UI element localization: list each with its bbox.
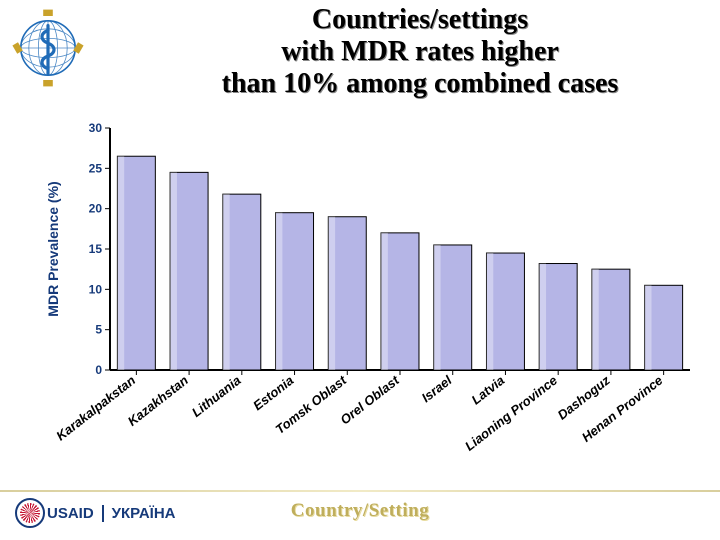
slide-title: Countries/settings with MDR rates higher… bbox=[140, 4, 700, 101]
svg-text:20: 20 bbox=[89, 202, 103, 216]
x-category-label: Israel bbox=[419, 372, 455, 405]
title-line-1: Countries/settings bbox=[312, 4, 528, 35]
x-category-label: Estonia bbox=[250, 373, 296, 414]
x-category-label: Liaoning Province bbox=[462, 373, 560, 454]
footer-divider bbox=[0, 490, 720, 492]
x-category-label: Orel Oblast bbox=[337, 372, 402, 427]
svg-text:25: 25 bbox=[89, 161, 103, 175]
svg-text:30: 30 bbox=[89, 121, 103, 135]
svg-text:0: 0 bbox=[95, 363, 102, 377]
slide: Countries/settings with MDR rates higher… bbox=[0, 0, 720, 540]
title-line-2: with MDR rates higher bbox=[281, 36, 559, 67]
title-line-3: than 10% among combined cases bbox=[222, 68, 619, 99]
mdr-bar-chart: 0 5 10 15 20 25 30 MDR Prevalence (%) Karakalpak… bbox=[40, 120, 700, 480]
x-category-label: Latvia bbox=[468, 373, 507, 408]
who-logo bbox=[8, 8, 88, 88]
svg-text:10: 10 bbox=[89, 282, 103, 296]
svg-text:MDR Prevalence (%): MDR Prevalence (%) bbox=[45, 181, 61, 316]
svg-text:5: 5 bbox=[95, 323, 102, 337]
x-category-label: Lithuania bbox=[189, 373, 244, 420]
x-category-label: Karakalpakstan bbox=[53, 373, 138, 444]
usaid-label: USAID bbox=[47, 505, 94, 522]
usaid-seal-icon bbox=[15, 498, 45, 528]
ukraine-label: УКРАЇНА bbox=[102, 505, 176, 522]
country-setting-label: Country/Setting bbox=[230, 500, 490, 522]
usaid-ukraine-footer: USAID УКРАЇНА bbox=[15, 495, 175, 531]
svg-text:15: 15 bbox=[89, 242, 103, 256]
